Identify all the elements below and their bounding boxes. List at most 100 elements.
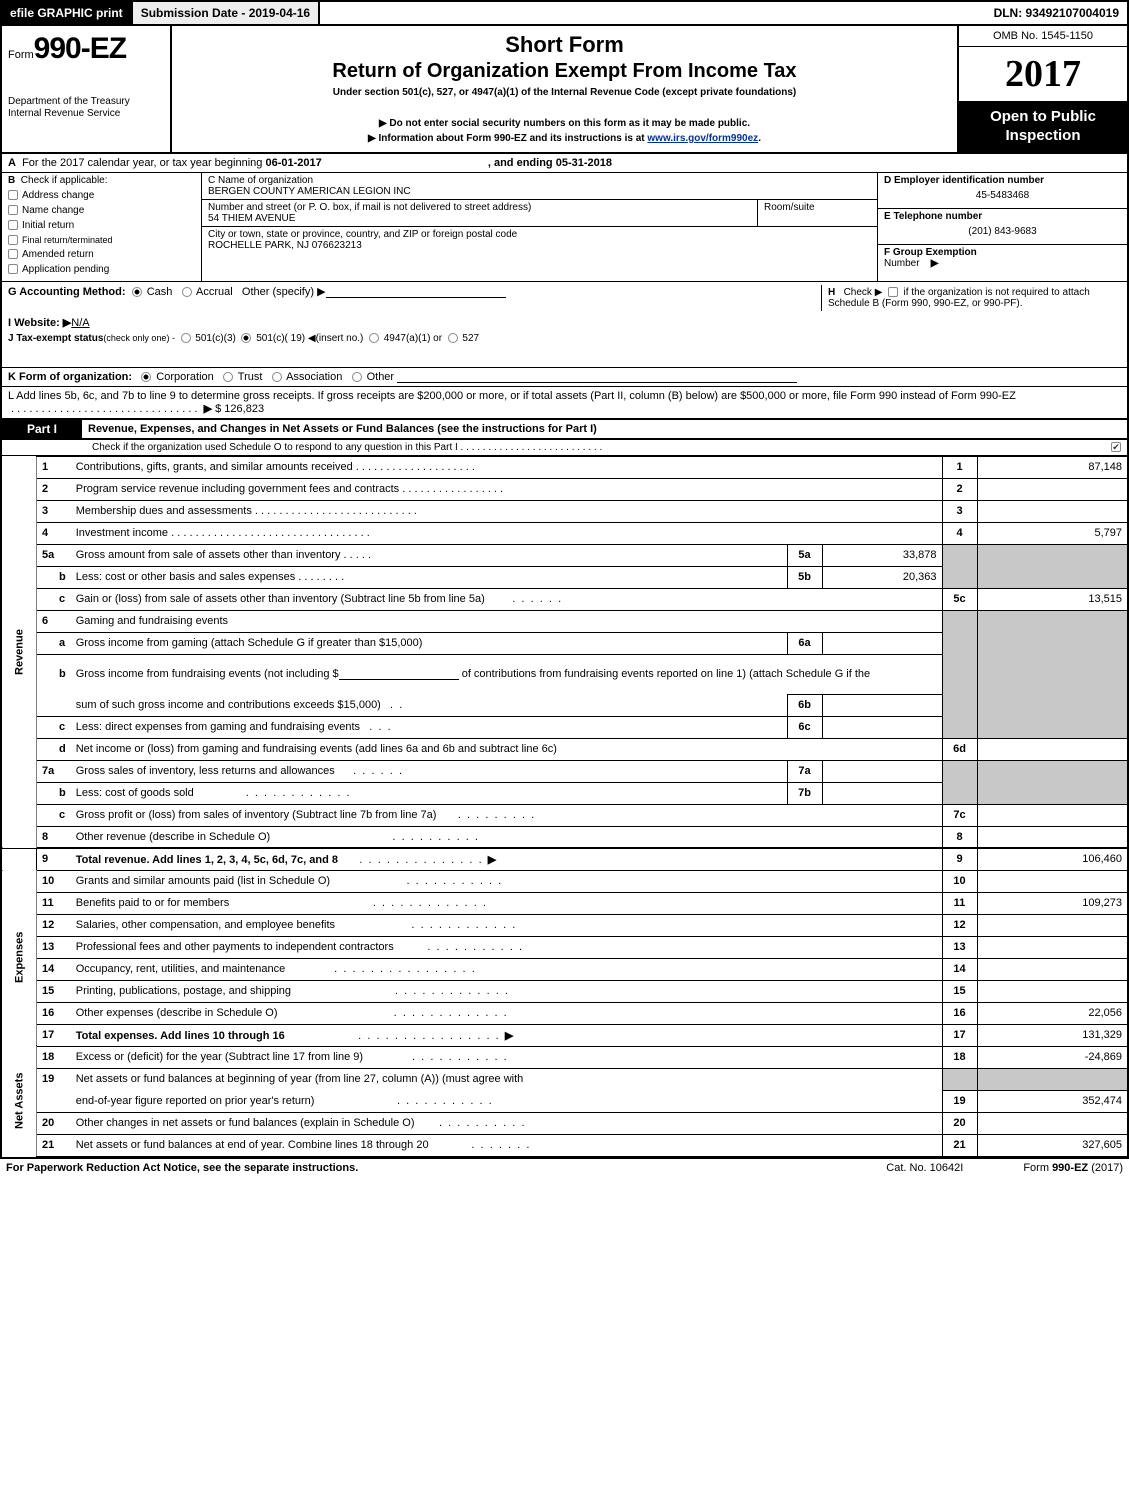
instruction-line2-post: . bbox=[758, 133, 761, 144]
r11-desc: Benefits paid to or for members . . . . … bbox=[71, 892, 942, 914]
r5b-desc: Less: cost or other basis and sales expe… bbox=[71, 566, 787, 588]
c-city-value: ROCHELLE PARK, NJ 076623213 bbox=[208, 240, 362, 251]
chk-name-change[interactable] bbox=[8, 205, 18, 215]
section-k: K Form of organization: Corporation Trus… bbox=[2, 368, 1127, 387]
c-room: Room/suite bbox=[757, 200, 877, 226]
r15-num: 15 bbox=[37, 980, 71, 1002]
b-label: Check if applicable: bbox=[21, 175, 108, 186]
radio-501c3[interactable] bbox=[181, 333, 191, 343]
row-21: 21 Net assets or fund balances at end of… bbox=[2, 1134, 1127, 1156]
row-20: 20 Other changes in net assets or fund b… bbox=[2, 1112, 1127, 1134]
c-room-label: Room/suite bbox=[764, 202, 815, 213]
radio-other-org[interactable] bbox=[352, 372, 362, 382]
k-o2: Trust bbox=[238, 371, 263, 383]
radio-501c[interactable] bbox=[241, 333, 251, 343]
chk-address-change[interactable] bbox=[8, 190, 18, 200]
r6b-input[interactable] bbox=[339, 668, 459, 680]
section-gh: G Accounting Method: Cash Accrual Other … bbox=[2, 282, 1127, 368]
row-9: 9 Total revenue. Add lines 1, 2, 3, 4, 5… bbox=[2, 848, 1127, 870]
side-revenue: Revenue bbox=[2, 456, 37, 848]
r8-desc: Other revenue (describe in Schedule O) .… bbox=[71, 826, 942, 848]
d-value: 45-5483468 bbox=[884, 186, 1121, 201]
r6c-desc: Less: direct expenses from gaming and fu… bbox=[71, 716, 787, 738]
spacer bbox=[320, 2, 985, 24]
chk-amended-return[interactable] bbox=[8, 249, 18, 259]
r7c-box: 7c bbox=[942, 804, 977, 826]
r3-box: 3 bbox=[942, 500, 977, 522]
chk-application-pending[interactable] bbox=[8, 264, 18, 274]
chk-schedule-o[interactable] bbox=[1111, 442, 1121, 452]
form-number: Form990-EZ bbox=[8, 32, 164, 66]
c-value: BERGEN COUNTY AMERICAN LEGION INC bbox=[208, 186, 411, 197]
r6d-desc: Net income or (loss) from gaming and fun… bbox=[71, 738, 942, 760]
row-18: Net Assets 18 Excess or (deficit) for th… bbox=[2, 1046, 1127, 1068]
e-value: (201) 843-9683 bbox=[884, 222, 1121, 237]
f-label: F Group Exemption bbox=[884, 247, 977, 258]
r6b-desc1: Gross income from fundraising events (no… bbox=[71, 654, 942, 694]
r6b2-val-grey bbox=[977, 694, 1127, 716]
b-item-3: Final return/terminated bbox=[22, 235, 113, 245]
row-6b-2: sum of such gross income and contributio… bbox=[2, 694, 1127, 716]
radio-cash[interactable] bbox=[132, 287, 142, 297]
r6b-d2: of contributions from fundraising events… bbox=[462, 668, 870, 680]
radio-corporation[interactable] bbox=[141, 372, 151, 382]
row-8: 8 Other revenue (describe in Schedule O)… bbox=[2, 826, 1127, 848]
r15-val bbox=[977, 980, 1127, 1002]
form-number-big: 990-EZ bbox=[34, 32, 126, 65]
chk-schedule-b[interactable] bbox=[888, 287, 898, 297]
k-o4: Other bbox=[367, 371, 395, 383]
dept-line1: Department of the Treasury bbox=[8, 96, 164, 108]
r6a-in: 6a bbox=[787, 632, 822, 654]
row-6a: a Gross income from gaming (attach Sched… bbox=[2, 632, 1127, 654]
r16-desc: Other expenses (describe in Schedule O) … bbox=[71, 1002, 942, 1024]
l-amount: $ 126,823 bbox=[215, 403, 264, 415]
l-arrow-icon: ▶ bbox=[204, 403, 212, 415]
dept-line2: Internal Revenue Service bbox=[8, 108, 164, 120]
irs-link[interactable]: www.irs.gov/form990ez bbox=[647, 133, 758, 144]
g-other-input[interactable] bbox=[326, 286, 506, 298]
r5a-num: 5a bbox=[37, 544, 71, 566]
r9-arrow-icon: ▶ bbox=[488, 854, 496, 866]
r19-num: 19 bbox=[37, 1068, 71, 1090]
k-o3: Association bbox=[286, 371, 342, 383]
r20-desc: Other changes in net assets or fund bala… bbox=[71, 1112, 942, 1134]
radio-527[interactable] bbox=[448, 333, 458, 343]
c-city: City or town, state or province, country… bbox=[202, 227, 877, 253]
r13-val bbox=[977, 936, 1127, 958]
r19-val-grey bbox=[977, 1068, 1127, 1090]
row-7c: c Gross profit or (loss) from sales of i… bbox=[2, 804, 1127, 826]
r14-num: 14 bbox=[37, 958, 71, 980]
r2-val bbox=[977, 478, 1127, 500]
efile-print-button[interactable]: efile GRAPHIC print bbox=[2, 2, 133, 24]
r6b2-num bbox=[37, 694, 71, 716]
footer-left: For Paperwork Reduction Act Notice, see … bbox=[6, 1162, 826, 1174]
k-other-input[interactable] bbox=[397, 371, 797, 383]
radio-accrual[interactable] bbox=[182, 287, 192, 297]
chk-final-return[interactable] bbox=[8, 235, 18, 245]
row-7b: b Less: cost of goods sold . . . . . . .… bbox=[2, 782, 1127, 804]
radio-trust[interactable] bbox=[223, 372, 233, 382]
r8-val bbox=[977, 826, 1127, 848]
r15-desc: Printing, publications, postage, and shi… bbox=[71, 980, 942, 1002]
r6b1-val-grey bbox=[977, 654, 1127, 694]
r12-box: 12 bbox=[942, 914, 977, 936]
r1-desc: Contributions, gifts, grants, and simila… bbox=[71, 456, 942, 478]
chk-initial-return[interactable] bbox=[8, 220, 18, 230]
g-opt-cash: Cash bbox=[147, 286, 173, 298]
header-left: Form990-EZ Department of the Treasury In… bbox=[2, 26, 172, 152]
r7a-box-grey bbox=[942, 760, 977, 782]
row-6: 6 Gaming and fundraising events bbox=[2, 610, 1127, 632]
i-website: I Website: ▶N/A bbox=[8, 316, 815, 329]
radio-association[interactable] bbox=[272, 372, 282, 382]
r5c-val: 13,515 bbox=[977, 588, 1127, 610]
r5a-val-grey bbox=[977, 544, 1127, 566]
title-short-form: Short Form bbox=[180, 32, 949, 58]
row-11: 11 Benefits paid to or for members . . .… bbox=[2, 892, 1127, 914]
radio-4947[interactable] bbox=[369, 333, 379, 343]
row-17: 17 Total expenses. Add lines 10 through … bbox=[2, 1024, 1127, 1046]
row-3: 3 Membership dues and assessments . . . … bbox=[2, 500, 1127, 522]
r1-val: 87,148 bbox=[977, 456, 1127, 478]
r17-desc: Total expenses. Add lines 10 through 16 … bbox=[71, 1024, 942, 1046]
j-o1: 501(c)(3) bbox=[195, 333, 236, 344]
r17-d: Total expenses. Add lines 10 through 16 bbox=[76, 1030, 285, 1042]
